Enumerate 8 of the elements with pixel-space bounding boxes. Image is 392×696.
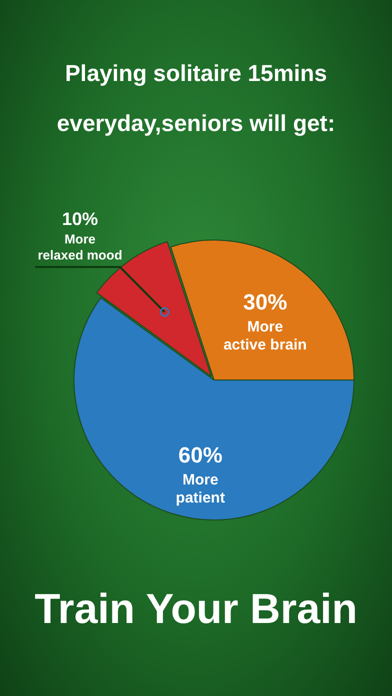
- data-label: 60%: [178, 442, 222, 468]
- text: Train Your Brain: [34, 585, 358, 633]
- data-label: 30%: [243, 289, 288, 314]
- slice-label: More relaxed mood: [38, 232, 122, 263]
- slice-label: More active brain: [223, 318, 307, 354]
- data-label: 10%: [62, 208, 98, 229]
- chart-title: Playing solitaire 15mins everyday,seniors will get:: [56, 59, 336, 138]
- slice-label: More patient: [176, 472, 225, 507]
